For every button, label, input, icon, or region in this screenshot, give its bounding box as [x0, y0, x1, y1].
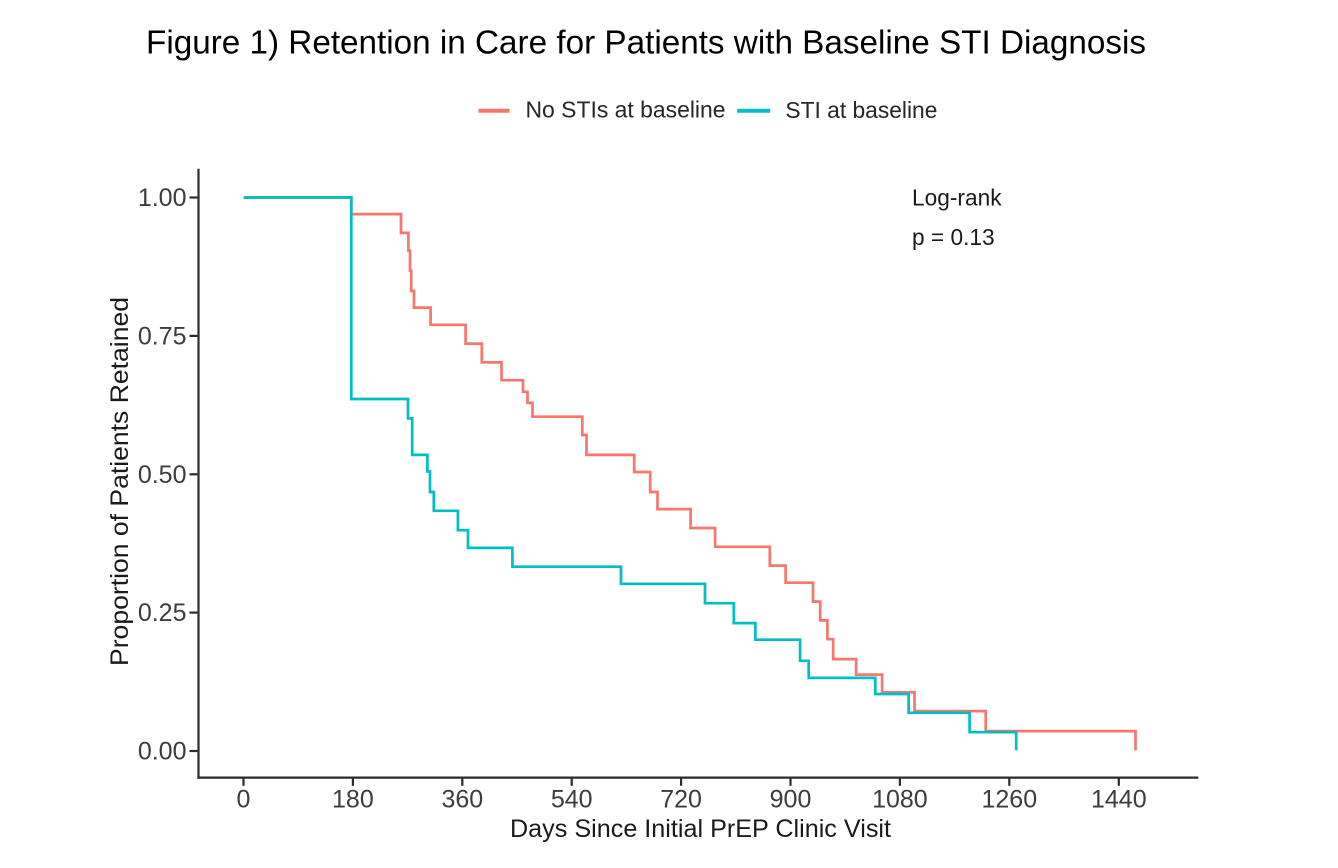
svg-text:Days Since Initial PrEP Clinic: Days Since Initial PrEP Clinic Visit	[510, 815, 891, 843]
svg-text:Figure 1) Retention in Care fo: Figure 1) Retention in Care for Patients…	[146, 24, 1146, 61]
svg-text:1080: 1080	[872, 786, 928, 814]
svg-text:0.00: 0.00	[138, 738, 187, 766]
svg-text:540: 540	[551, 786, 593, 814]
svg-text:1.00: 1.00	[138, 184, 187, 212]
svg-text:Log-rank: Log-rank	[912, 185, 1002, 211]
svg-text:720: 720	[660, 786, 702, 814]
svg-text:No STIs at baseline: No STIs at baseline	[526, 97, 726, 123]
svg-text:Proportion of Patients Retaine: Proportion of Patients Retained	[106, 297, 134, 666]
svg-text:0: 0	[237, 786, 251, 814]
svg-text:180: 180	[332, 786, 374, 814]
svg-text:1260: 1260	[981, 786, 1037, 814]
svg-text:STI at baseline: STI at baseline	[785, 97, 937, 123]
svg-text:360: 360	[441, 786, 483, 814]
svg-text:900: 900	[770, 786, 812, 814]
svg-text:p = 0.13: p = 0.13	[912, 224, 995, 250]
svg-text:0.50: 0.50	[138, 461, 187, 489]
svg-text:0.75: 0.75	[138, 323, 187, 351]
svg-text:1440: 1440	[1091, 786, 1147, 814]
svg-text:0.25: 0.25	[138, 599, 187, 627]
